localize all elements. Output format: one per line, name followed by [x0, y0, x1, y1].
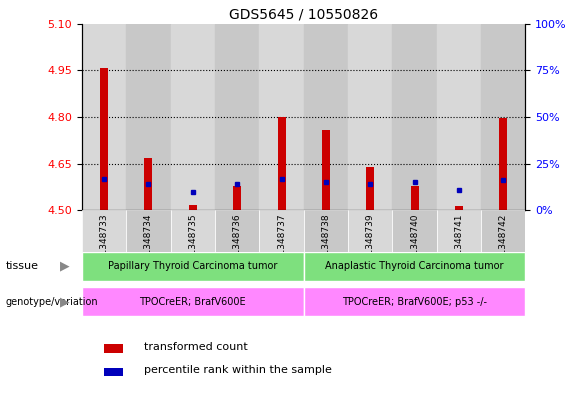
Bar — [127, 210, 171, 275]
Bar — [127, 24, 171, 210]
Bar — [393, 210, 437, 275]
Text: ▶: ▶ — [60, 295, 70, 308]
Text: GSM1348742: GSM1348742 — [499, 213, 508, 274]
Text: Papillary Thyroid Carcinoma tumor: Papillary Thyroid Carcinoma tumor — [108, 261, 277, 271]
Bar — [104, 344, 123, 353]
Bar — [189, 205, 197, 210]
Bar — [259, 24, 304, 210]
Bar — [393, 24, 437, 210]
Text: ▶: ▶ — [60, 260, 70, 273]
Bar — [437, 24, 481, 210]
Bar — [215, 24, 259, 210]
Text: genotype/variation: genotype/variation — [6, 297, 98, 307]
Text: GSM1348734: GSM1348734 — [144, 213, 153, 274]
Text: TPOCreER; BrafV600E; p53 -/-: TPOCreER; BrafV600E; p53 -/- — [342, 297, 487, 307]
Bar — [411, 186, 419, 210]
Text: GSM1348739: GSM1348739 — [366, 213, 375, 274]
Text: GSM1348736: GSM1348736 — [233, 213, 242, 274]
Bar — [455, 206, 463, 210]
Text: percentile rank within the sample: percentile rank within the sample — [144, 365, 332, 375]
Bar — [82, 24, 126, 210]
Bar — [348, 210, 393, 275]
Bar — [145, 158, 153, 210]
Bar — [82, 252, 304, 281]
Bar — [481, 24, 525, 210]
Bar — [437, 210, 481, 275]
Bar — [104, 368, 123, 376]
Bar — [277, 117, 285, 210]
Text: tissue: tissue — [6, 261, 38, 271]
Bar — [366, 167, 374, 210]
Bar — [304, 287, 525, 316]
Bar — [348, 24, 393, 210]
Text: GSM1348738: GSM1348738 — [321, 213, 331, 274]
Bar — [82, 210, 126, 275]
Bar — [171, 24, 215, 210]
Bar — [304, 210, 348, 275]
Text: GSM1348735: GSM1348735 — [188, 213, 197, 274]
Bar — [322, 130, 330, 210]
Text: TPOCreER; BrafV600E: TPOCreER; BrafV600E — [140, 297, 246, 307]
Bar — [499, 118, 507, 210]
Bar — [259, 210, 304, 275]
Bar — [233, 186, 241, 210]
Text: GSM1348741: GSM1348741 — [454, 213, 463, 274]
Bar — [100, 68, 108, 210]
Text: transformed count: transformed count — [144, 342, 248, 352]
Text: GSM1348737: GSM1348737 — [277, 213, 286, 274]
Text: GSM1348733: GSM1348733 — [99, 213, 108, 274]
Bar — [215, 210, 259, 275]
Bar — [481, 210, 525, 275]
Bar — [304, 24, 348, 210]
Bar — [304, 252, 525, 281]
Text: Anaplastic Thyroid Carcinoma tumor: Anaplastic Thyroid Carcinoma tumor — [325, 261, 504, 271]
Text: GSM1348740: GSM1348740 — [410, 213, 419, 274]
Bar — [82, 287, 304, 316]
Title: GDS5645 / 10550826: GDS5645 / 10550826 — [229, 7, 378, 21]
Bar — [171, 210, 215, 275]
